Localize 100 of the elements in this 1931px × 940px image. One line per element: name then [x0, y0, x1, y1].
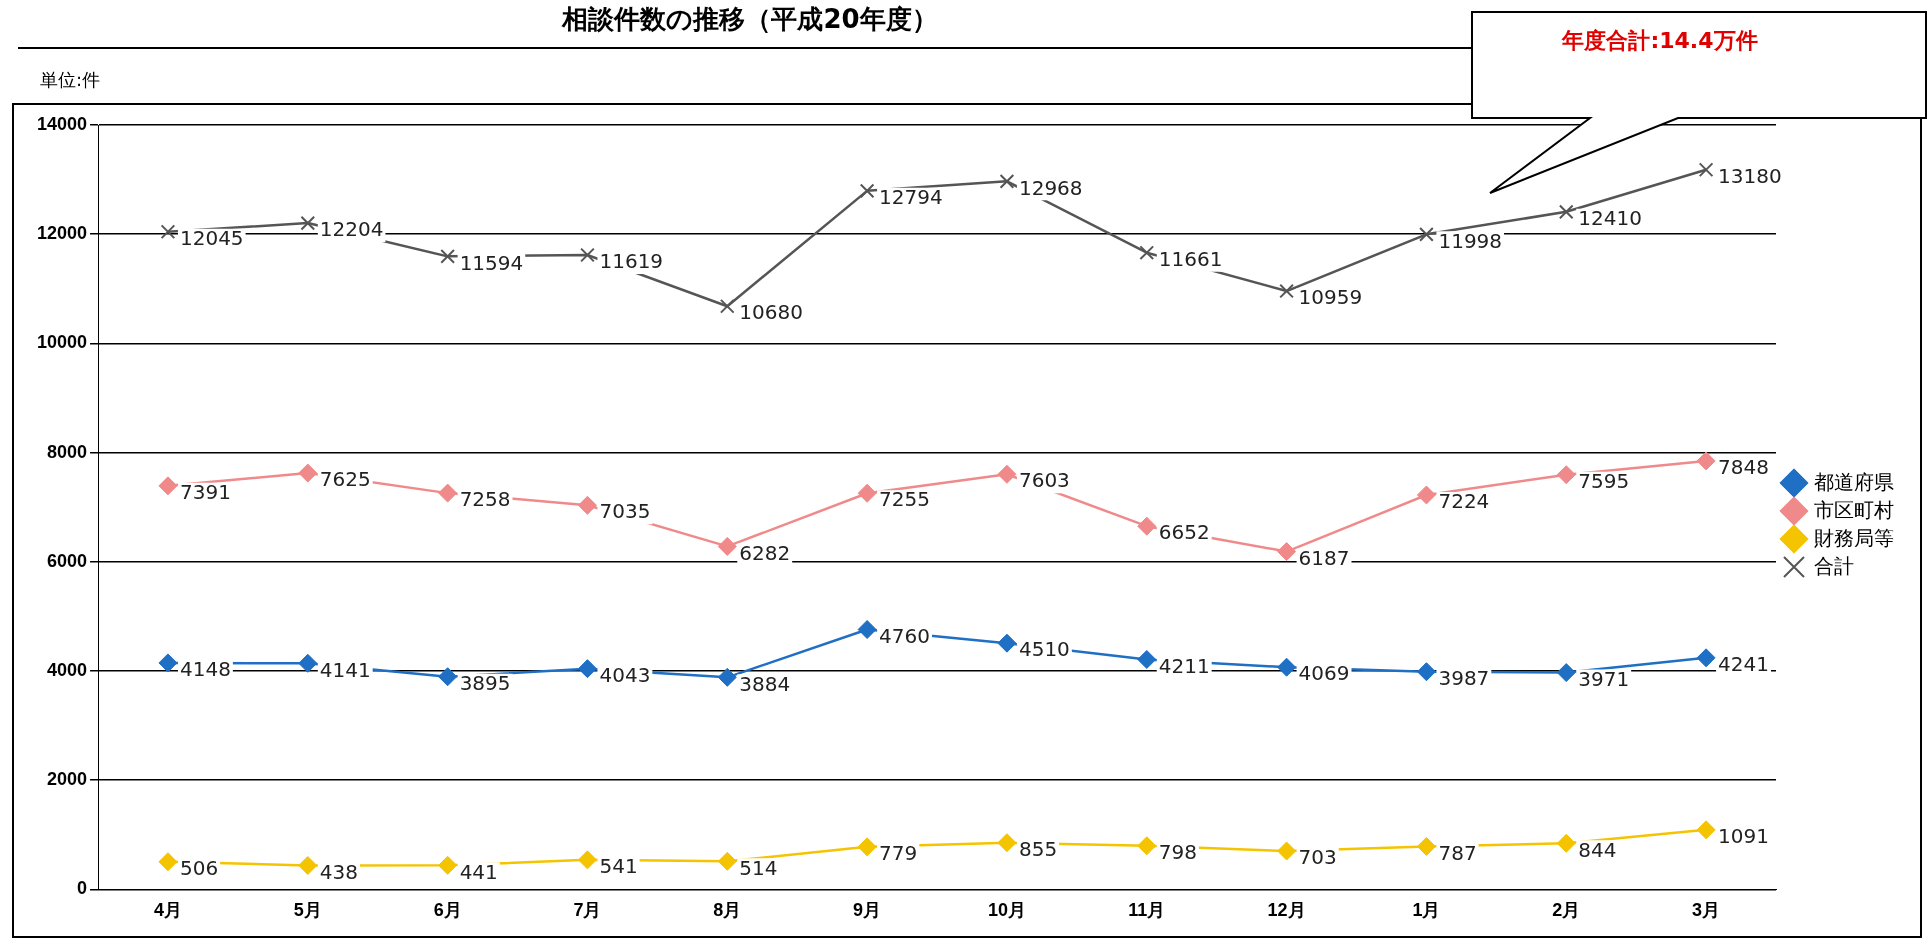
data-label: 7625	[319, 467, 371, 492]
data-label: 4069	[1298, 661, 1350, 686]
point	[1556, 833, 1576, 853]
point	[1416, 836, 1436, 856]
data-label: 4148	[179, 657, 231, 682]
data-label: 3884	[739, 671, 791, 696]
point	[577, 495, 597, 515]
data-label: 4043	[599, 662, 651, 687]
data-label: 506	[179, 855, 219, 880]
point	[438, 483, 458, 503]
point	[717, 667, 737, 687]
point	[438, 855, 458, 875]
data-label: 10959	[1298, 285, 1363, 310]
data-label: 12204	[319, 217, 384, 242]
y-tick-label: 10000	[36, 332, 88, 353]
data-label: 11619	[599, 249, 664, 274]
y-tick-label: 12000	[36, 223, 88, 244]
point	[1419, 226, 1434, 242]
point	[997, 833, 1017, 853]
point	[1277, 542, 1297, 562]
data-label: 7224	[1438, 489, 1490, 514]
point	[298, 855, 318, 875]
data-label: 7595	[1578, 468, 1630, 493]
x-tick-label: 6月	[433, 900, 462, 921]
point	[857, 837, 877, 857]
y-tick-label: 0	[77, 878, 88, 899]
point	[298, 463, 318, 483]
data-label: 703	[1298, 845, 1337, 870]
point	[440, 249, 455, 264]
y-tick-label: 6000	[47, 550, 88, 571]
point	[1416, 485, 1436, 505]
y-tick-label: 8000	[47, 441, 88, 462]
legend-label: 財務局等	[1814, 526, 1894, 549]
point	[158, 476, 178, 496]
data-label: 7258	[459, 487, 511, 512]
point	[1696, 451, 1716, 471]
point	[1137, 649, 1157, 669]
point	[719, 298, 735, 314]
point	[1558, 204, 1574, 220]
data-label: 7848	[1718, 455, 1769, 480]
point	[158, 653, 178, 673]
data-label: 11998	[1438, 228, 1503, 253]
data-label: 798	[1158, 840, 1197, 865]
point	[1137, 516, 1157, 536]
data-label: 11594	[459, 250, 524, 275]
point	[999, 173, 1015, 189]
data-label: 4211	[1158, 653, 1210, 678]
point	[1137, 836, 1157, 856]
legend-label: 市区町村	[1814, 498, 1894, 521]
point	[300, 215, 316, 231]
data-label: 541	[599, 854, 638, 879]
point	[997, 633, 1017, 653]
data-label: 441	[459, 859, 498, 884]
data-label: 7255	[879, 487, 931, 512]
data-label: 6652	[1158, 520, 1210, 545]
data-label: 12794	[879, 185, 943, 210]
point	[717, 851, 737, 871]
x-tick-label: 11月	[1128, 900, 1166, 921]
point	[1416, 662, 1436, 682]
data-label: 12045	[179, 225, 244, 250]
data-label: 10680	[739, 300, 803, 325]
y-tick-label: 2000	[47, 769, 88, 790]
y-axis-title: 単位:件	[40, 68, 101, 92]
text: 年度合計:14.4万件	[1560, 27, 1759, 55]
point	[859, 183, 875, 199]
legend-label: 都道府県	[1814, 470, 1894, 493]
x-tick-label: 1月	[1412, 900, 1441, 921]
point	[1556, 663, 1576, 683]
point	[1696, 820, 1716, 840]
point	[577, 659, 597, 679]
x-tick-label: 2月	[1552, 900, 1581, 921]
x-tick-label: 7月	[573, 900, 602, 921]
data-label: 6282	[739, 540, 791, 565]
point	[1277, 657, 1297, 677]
data-label: 1091	[1718, 824, 1769, 849]
chart-title: 相談件数の推移（平成20年度）	[560, 3, 939, 36]
point	[577, 850, 597, 870]
x-tick-label: 9月	[853, 900, 882, 921]
point	[857, 620, 877, 639]
point	[1556, 465, 1576, 485]
data-label: 855	[1018, 836, 1058, 861]
point	[1696, 648, 1716, 668]
data-label: 6187	[1298, 545, 1350, 570]
data-label: 7391	[179, 480, 231, 505]
data-label: 4510	[1018, 637, 1070, 662]
x-tick-label: 8月	[713, 900, 742, 921]
data-label: 787	[1438, 840, 1477, 865]
data-label: 4141	[319, 657, 371, 682]
data-label: 7035	[599, 499, 651, 524]
data-label: 4760	[879, 623, 931, 648]
x-tick-label: 4月	[153, 900, 182, 921]
x-tick-label: 5月	[293, 900, 322, 921]
data-label: 438	[319, 859, 358, 884]
point	[1277, 841, 1297, 861]
x-tick-label: 3月	[1692, 900, 1721, 921]
legend-label: 合計	[1814, 554, 1854, 577]
data-label: 13180	[1718, 163, 1782, 188]
y-tick-label: 14000	[36, 113, 88, 134]
point	[438, 667, 458, 687]
data-label: 4241	[1718, 652, 1769, 677]
